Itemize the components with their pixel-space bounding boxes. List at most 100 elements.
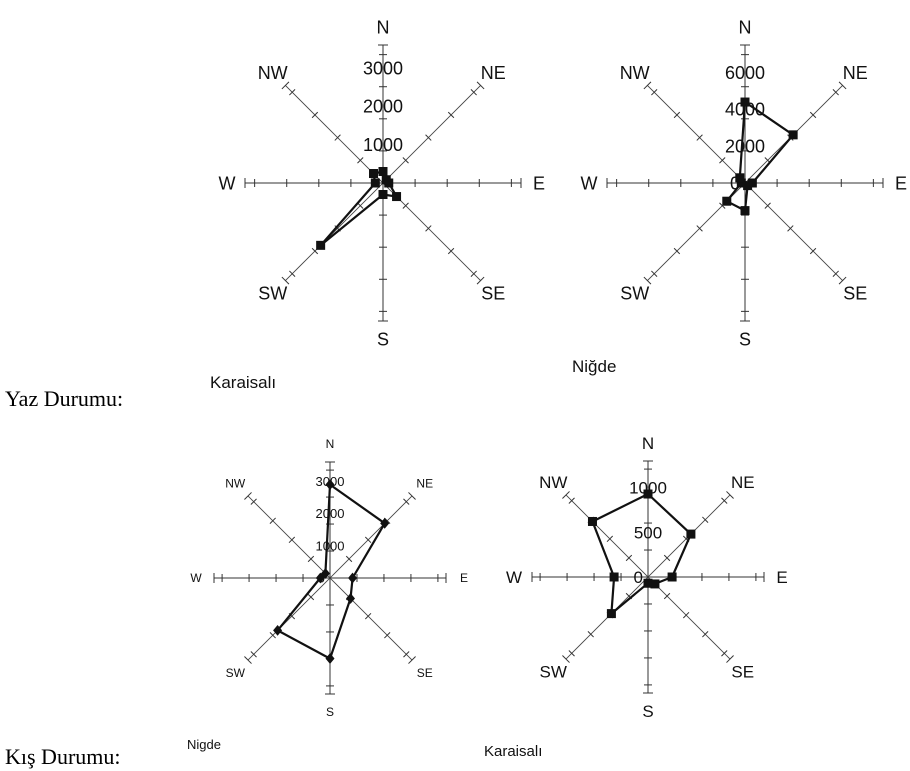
- axis-tick: [250, 651, 257, 658]
- spoke-end-cap: [476, 81, 485, 90]
- axis-tick: [250, 498, 257, 505]
- axis-tick: [334, 134, 341, 141]
- direction-label-N: N: [739, 17, 752, 37]
- wind-rose-summer-karaisali: N NE E SE S SW W NW 1000 2000 3000 Karaisalı: [210, 17, 545, 392]
- radial-tick-label: 2000: [725, 137, 765, 157]
- spoke-end-cap: [244, 492, 252, 500]
- axis-tick: [288, 536, 296, 544]
- axis-tick: [402, 202, 409, 209]
- axis-tick: [587, 631, 594, 638]
- data-point-SE: [346, 593, 356, 604]
- data-point-NW: [587, 516, 597, 526]
- direction-label-SE: SE: [481, 284, 505, 304]
- direction-label-NW: NW: [258, 63, 288, 83]
- radial-tick-label: 2000: [363, 97, 403, 117]
- axis-tick: [682, 611, 690, 619]
- spoke-end-cap: [726, 491, 734, 499]
- data-point-NW: [369, 169, 379, 179]
- direction-label-W: W: [190, 571, 202, 585]
- data-point-E: [667, 572, 677, 582]
- axis-tick: [447, 111, 455, 119]
- direction-label-NW: NW: [539, 473, 567, 492]
- direction-label-SW: SW: [540, 663, 567, 682]
- axis-tick: [721, 497, 728, 504]
- direction-label-W: W: [506, 568, 522, 587]
- direction-label-W: W: [581, 173, 598, 193]
- direction-label-SE: SE: [417, 666, 433, 680]
- data-point-N: [740, 97, 750, 107]
- spoke-end-cap: [408, 492, 416, 500]
- axis-tick: [702, 631, 709, 638]
- axis-tick: [403, 651, 410, 658]
- spoke-end-cap: [562, 491, 570, 499]
- axis-tick: [663, 592, 671, 600]
- direction-label-NW: NW: [225, 476, 246, 490]
- direction-label-N: N: [326, 437, 335, 451]
- axis-tick: [307, 593, 315, 601]
- data-point-W: [736, 178, 746, 188]
- direction-label-N: N: [377, 17, 390, 37]
- direction-label-E: E: [460, 571, 468, 585]
- direction-label-S: S: [326, 705, 334, 719]
- direction-label-E: E: [533, 173, 545, 193]
- axis-tick: [663, 554, 671, 562]
- axis-tick: [809, 111, 817, 119]
- data-point-W: [370, 178, 380, 188]
- axis-tick: [447, 247, 455, 255]
- axis-tick: [625, 554, 633, 562]
- direction-label-NW: NW: [620, 63, 650, 83]
- spoke-end-cap: [838, 276, 847, 285]
- direction-label-S: S: [739, 329, 751, 349]
- axis-tick: [364, 536, 372, 544]
- radial-tick-label: 3000: [363, 58, 403, 78]
- axis-tick: [568, 650, 575, 657]
- spoke-end-cap: [408, 656, 416, 664]
- spoke-end-cap: [476, 276, 485, 285]
- axis-tick: [345, 555, 353, 563]
- radial-tick-label: 1000: [363, 135, 403, 155]
- axis-tick: [832, 270, 839, 277]
- direction-label-SW: SW: [620, 284, 649, 304]
- axis-tick: [289, 89, 296, 96]
- axis-tick: [269, 632, 276, 639]
- axis-tick: [311, 111, 319, 119]
- chart-caption: Karaisalı: [484, 743, 542, 760]
- radial-tick-label: 500: [634, 523, 662, 542]
- data-point-NW: [735, 173, 745, 183]
- axis-tick: [470, 270, 477, 277]
- data-point-SW: [722, 196, 732, 206]
- axis-tick: [364, 612, 372, 620]
- direction-label-E: E: [895, 173, 907, 193]
- direction-label-W: W: [219, 173, 236, 193]
- axis-tick: [307, 555, 315, 563]
- wind-rose-winter-nigde: NNEESESSWWNW0100020003000Nigde: [187, 437, 468, 752]
- spoke-end-cap: [838, 81, 847, 90]
- axis-tick: [673, 111, 681, 119]
- summer-row-label: Yaz Durumu:: [5, 386, 123, 411]
- winter-row-label: Kış Durumu:: [5, 744, 121, 769]
- data-point-N: [325, 479, 335, 490]
- data-point-SE: [650, 579, 660, 589]
- direction-label-S: S: [377, 329, 389, 349]
- spoke-end-cap: [281, 276, 290, 285]
- spoke-end-cap: [281, 81, 290, 90]
- axis-tick: [470, 89, 477, 96]
- direction-label-SW: SW: [226, 666, 246, 680]
- direction-label-SW: SW: [258, 284, 287, 304]
- chart-caption: Niğde: [572, 357, 616, 376]
- spoke-SE-NW: [247, 495, 413, 661]
- data-point-SE: [392, 192, 402, 202]
- axis-tick: [719, 157, 726, 164]
- axis-tick: [787, 225, 794, 232]
- axis-tick: [721, 650, 728, 657]
- wind-rose-winter-karaisali: N NE E SE S SW W NW 0 500 1000 Karaisalı: [484, 434, 788, 760]
- spoke-end-cap: [643, 276, 652, 285]
- data-point-NW: [320, 568, 330, 579]
- data-point-S: [325, 653, 335, 664]
- axis-tick: [289, 270, 296, 277]
- chart-caption: Karaisalı: [210, 373, 276, 392]
- axis-tick: [568, 497, 575, 504]
- axis-tick: [606, 535, 614, 543]
- direction-label-N: N: [642, 434, 654, 453]
